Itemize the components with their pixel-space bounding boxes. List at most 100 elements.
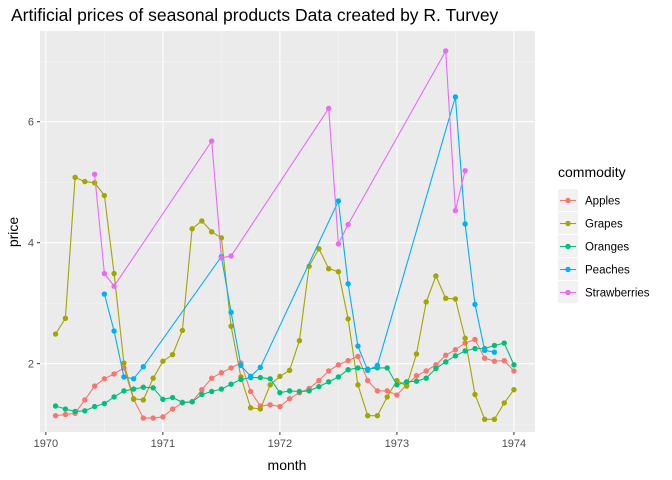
oranges-point <box>62 406 69 412</box>
grapes-point <box>140 397 147 403</box>
peaches-point <box>355 343 361 349</box>
apples-point <box>101 376 108 382</box>
legend-key-point-apples <box>565 197 571 204</box>
apples-point <box>62 411 69 418</box>
oranges-point <box>335 374 342 380</box>
oranges-point <box>228 381 234 387</box>
peaches-point <box>491 349 498 355</box>
grapes-point <box>130 396 137 402</box>
oranges-point <box>325 379 332 385</box>
grapes-point <box>160 358 166 364</box>
oranges-point <box>355 365 361 371</box>
oranges-point <box>52 403 59 409</box>
grapes-point <box>111 270 117 277</box>
strawberries-point <box>218 255 225 261</box>
grapes-point <box>72 174 78 181</box>
grapes-point <box>481 416 488 422</box>
grapes-point <box>511 386 517 393</box>
x-tick-label: 1970 <box>34 438 58 450</box>
oranges-point <box>140 384 147 390</box>
oranges-point <box>91 403 98 410</box>
peaches-point <box>257 364 264 370</box>
oranges-point <box>199 391 205 398</box>
apples-point <box>472 336 478 343</box>
legend-title: commodity <box>558 164 626 180</box>
series-oranges <box>52 340 517 415</box>
legend-key-point-grapes <box>565 220 571 227</box>
oranges-point <box>82 408 88 414</box>
x-axis: 1970 1971 1972 1973 1974 <box>34 432 526 450</box>
grapes-point <box>247 405 254 411</box>
grapes-point <box>491 416 498 422</box>
apples-point <box>52 412 59 419</box>
peaches-point <box>481 347 488 354</box>
oranges-point <box>179 399 186 406</box>
grapes-point <box>82 178 88 185</box>
strawberries-point <box>345 221 351 228</box>
legend-key-point-peaches <box>565 266 571 273</box>
x-tick-label: 1974 <box>502 438 526 450</box>
peaches-point <box>121 374 127 380</box>
grapes-point <box>384 394 390 400</box>
apples-point <box>228 365 234 371</box>
oranges-point <box>101 400 108 407</box>
grapes-point <box>403 383 410 389</box>
oranges-point <box>443 359 449 365</box>
strawberries-point <box>325 105 332 112</box>
y-tick-label: 4 <box>28 238 34 250</box>
series-strawberries <box>91 48 468 289</box>
grapes-point <box>472 391 478 398</box>
strawberries-point <box>335 241 342 247</box>
series-apples <box>52 336 517 421</box>
peaches-point <box>462 221 468 227</box>
peaches-point <box>472 301 478 308</box>
oranges-point <box>169 394 176 401</box>
legend-label-peaches: Peaches <box>585 265 630 277</box>
oranges-point <box>511 362 517 368</box>
apples-point <box>511 368 517 374</box>
oranges-point <box>72 408 78 415</box>
apples-point <box>364 377 371 384</box>
grapes-point <box>364 412 371 419</box>
oranges-point <box>394 382 400 388</box>
oranges-point <box>316 383 322 390</box>
x-tick-label: 1973 <box>385 438 409 450</box>
apples-point <box>150 415 156 421</box>
apples-point <box>91 383 98 389</box>
grapes-point <box>325 265 332 272</box>
grapes-point <box>91 180 98 186</box>
strawberries-point <box>462 168 468 174</box>
apples-point <box>218 370 225 376</box>
apples-point <box>394 392 400 398</box>
strawberries-point <box>111 283 117 289</box>
legend-label-grapes: Grapes <box>585 219 623 231</box>
apples-point <box>286 396 293 402</box>
chart-title: Artificial prices of seasonal products D… <box>11 5 499 25</box>
peaches-point <box>111 328 117 334</box>
oranges-point <box>121 388 127 394</box>
apples-point <box>111 371 117 377</box>
peaches-point <box>140 363 147 370</box>
oranges-point <box>160 396 166 403</box>
peaches-point <box>345 281 351 287</box>
oranges-point <box>277 389 283 396</box>
peaches-point <box>238 362 244 369</box>
apples-point <box>208 375 215 381</box>
peaches-point <box>374 362 381 369</box>
peaches-point <box>247 373 254 380</box>
oranges-point <box>413 378 420 384</box>
grapes-point <box>345 316 351 322</box>
legend-label-strawberries: Strawberries <box>585 288 650 300</box>
apples-point <box>160 414 166 420</box>
apples-point <box>140 415 147 421</box>
strawberries-point <box>91 171 98 178</box>
oranges-point <box>452 353 459 359</box>
apples-point <box>199 386 205 393</box>
grapes-point <box>433 273 439 279</box>
peaches-point <box>228 309 234 315</box>
grapes-point <box>150 375 156 381</box>
apples-point <box>267 402 273 408</box>
peaches-point <box>101 291 108 297</box>
oranges-point <box>218 386 225 392</box>
